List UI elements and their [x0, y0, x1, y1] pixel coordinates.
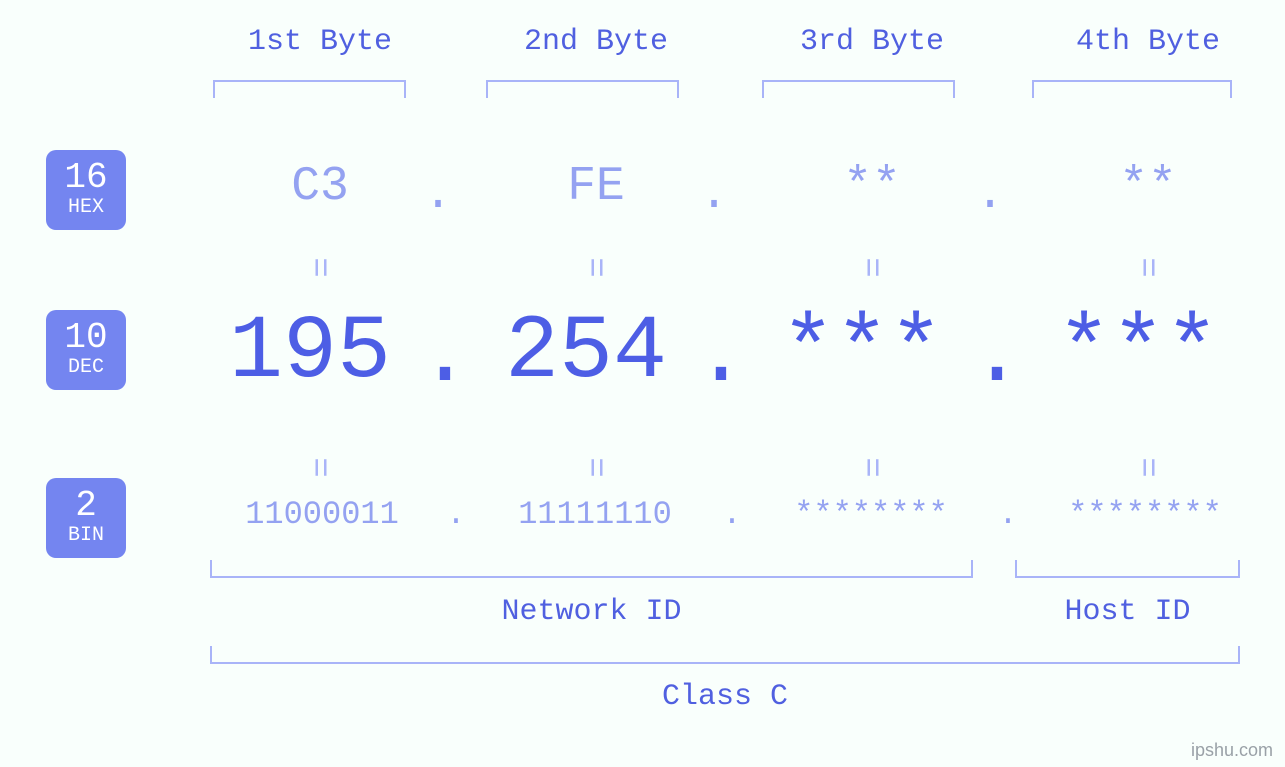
class-bracket	[210, 646, 1240, 664]
byte-header-1: 1st Byte	[210, 25, 430, 59]
badge-hex: 16 HEX	[46, 150, 126, 230]
byte-header-3: 3rd Byte	[762, 25, 982, 59]
byte-header-2: 2nd Byte	[486, 25, 706, 59]
host-bracket	[1015, 560, 1240, 578]
dec-dot-3: .	[970, 306, 1010, 408]
bin-byte-4: ********	[1020, 496, 1270, 533]
badge-hex-label: HEX	[68, 196, 104, 220]
badge-bin: 2 BIN	[46, 478, 126, 558]
badge-bin-num: 2	[75, 488, 97, 524]
bin-byte-3: ********	[746, 496, 996, 533]
hex-dot-1: .	[418, 168, 458, 222]
badge-dec-num: 10	[64, 320, 107, 356]
byte-header-4: 4th Byte	[1038, 25, 1258, 59]
host-id-label: Host ID	[1015, 595, 1240, 629]
badge-bin-label: BIN	[68, 524, 104, 548]
top-bracket-1	[213, 80, 406, 98]
badge-dec-label: DEC	[68, 356, 104, 380]
badge-hex-num: 16	[64, 160, 107, 196]
dec-dot-1: .	[418, 306, 458, 408]
top-bracket-2	[486, 80, 679, 98]
equals-2-3: =	[853, 358, 892, 578]
hex-dot-3: .	[970, 168, 1010, 222]
class-label: Class C	[210, 680, 1240, 714]
top-bracket-3	[762, 80, 955, 98]
bin-byte-2: 11111110	[470, 496, 720, 533]
ip-diagram: 1st Byte 2nd Byte 3rd Byte 4th Byte 16 H…	[0, 0, 1285, 767]
equals-2-4: =	[1129, 358, 1168, 578]
equals-2-2: =	[577, 358, 616, 578]
watermark: ipshu.com	[1191, 740, 1273, 761]
equals-2-1: =	[301, 358, 340, 578]
dec-dot-2: .	[694, 306, 734, 408]
network-bracket	[210, 560, 973, 578]
network-id-label: Network ID	[210, 595, 973, 629]
bin-byte-1: 11000011	[197, 496, 447, 533]
top-bracket-4	[1032, 80, 1232, 98]
hex-dot-2: .	[694, 168, 734, 222]
badge-dec: 10 DEC	[46, 310, 126, 390]
